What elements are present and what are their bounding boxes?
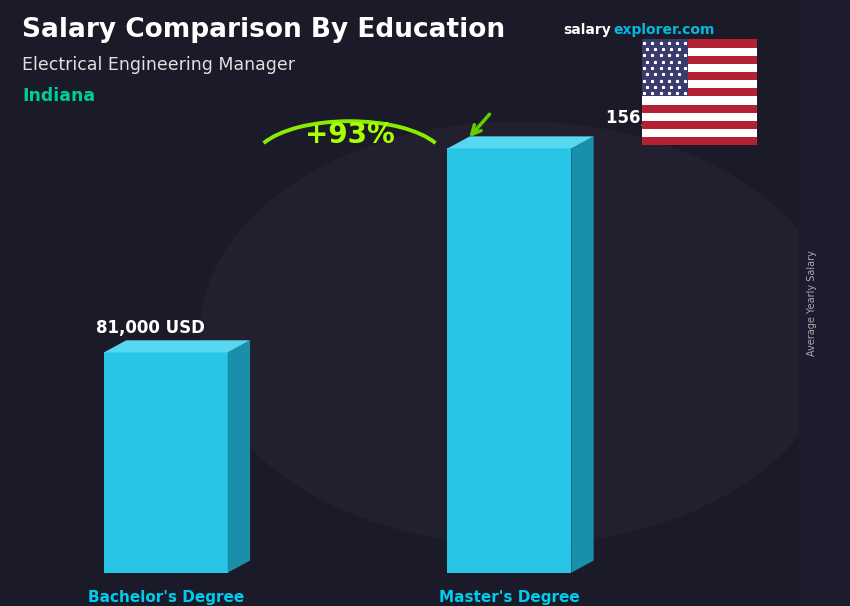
- Text: +93%: +93%: [304, 121, 394, 149]
- Text: Bachelor's Degree: Bachelor's Degree: [88, 590, 244, 605]
- Polygon shape: [447, 148, 571, 573]
- Text: Indiana: Indiana: [22, 87, 95, 105]
- Text: 156,000 USD: 156,000 USD: [606, 109, 726, 127]
- Polygon shape: [0, 0, 799, 606]
- Polygon shape: [642, 113, 756, 121]
- Polygon shape: [447, 136, 593, 148]
- Polygon shape: [642, 138, 756, 145]
- Polygon shape: [642, 80, 756, 88]
- Polygon shape: [642, 129, 756, 138]
- Polygon shape: [642, 64, 756, 72]
- Text: Master's Degree: Master's Degree: [439, 590, 580, 605]
- Polygon shape: [104, 353, 228, 573]
- Text: 81,000 USD: 81,000 USD: [96, 319, 205, 338]
- Polygon shape: [642, 47, 756, 56]
- Polygon shape: [642, 121, 756, 129]
- Polygon shape: [228, 341, 250, 573]
- Polygon shape: [642, 96, 756, 105]
- Polygon shape: [642, 105, 756, 113]
- Polygon shape: [571, 136, 593, 573]
- Text: Salary Comparison By Education: Salary Comparison By Education: [22, 18, 506, 43]
- Text: Electrical Engineering Manager: Electrical Engineering Manager: [22, 56, 295, 75]
- Polygon shape: [104, 341, 250, 353]
- Polygon shape: [642, 39, 688, 96]
- Ellipse shape: [200, 121, 839, 545]
- Polygon shape: [642, 88, 756, 96]
- Text: explorer.com: explorer.com: [614, 23, 715, 38]
- Text: salary: salary: [564, 23, 611, 38]
- Polygon shape: [642, 56, 756, 64]
- Polygon shape: [642, 72, 756, 80]
- Polygon shape: [642, 39, 756, 47]
- Text: Average Yearly Salary: Average Yearly Salary: [807, 250, 817, 356]
